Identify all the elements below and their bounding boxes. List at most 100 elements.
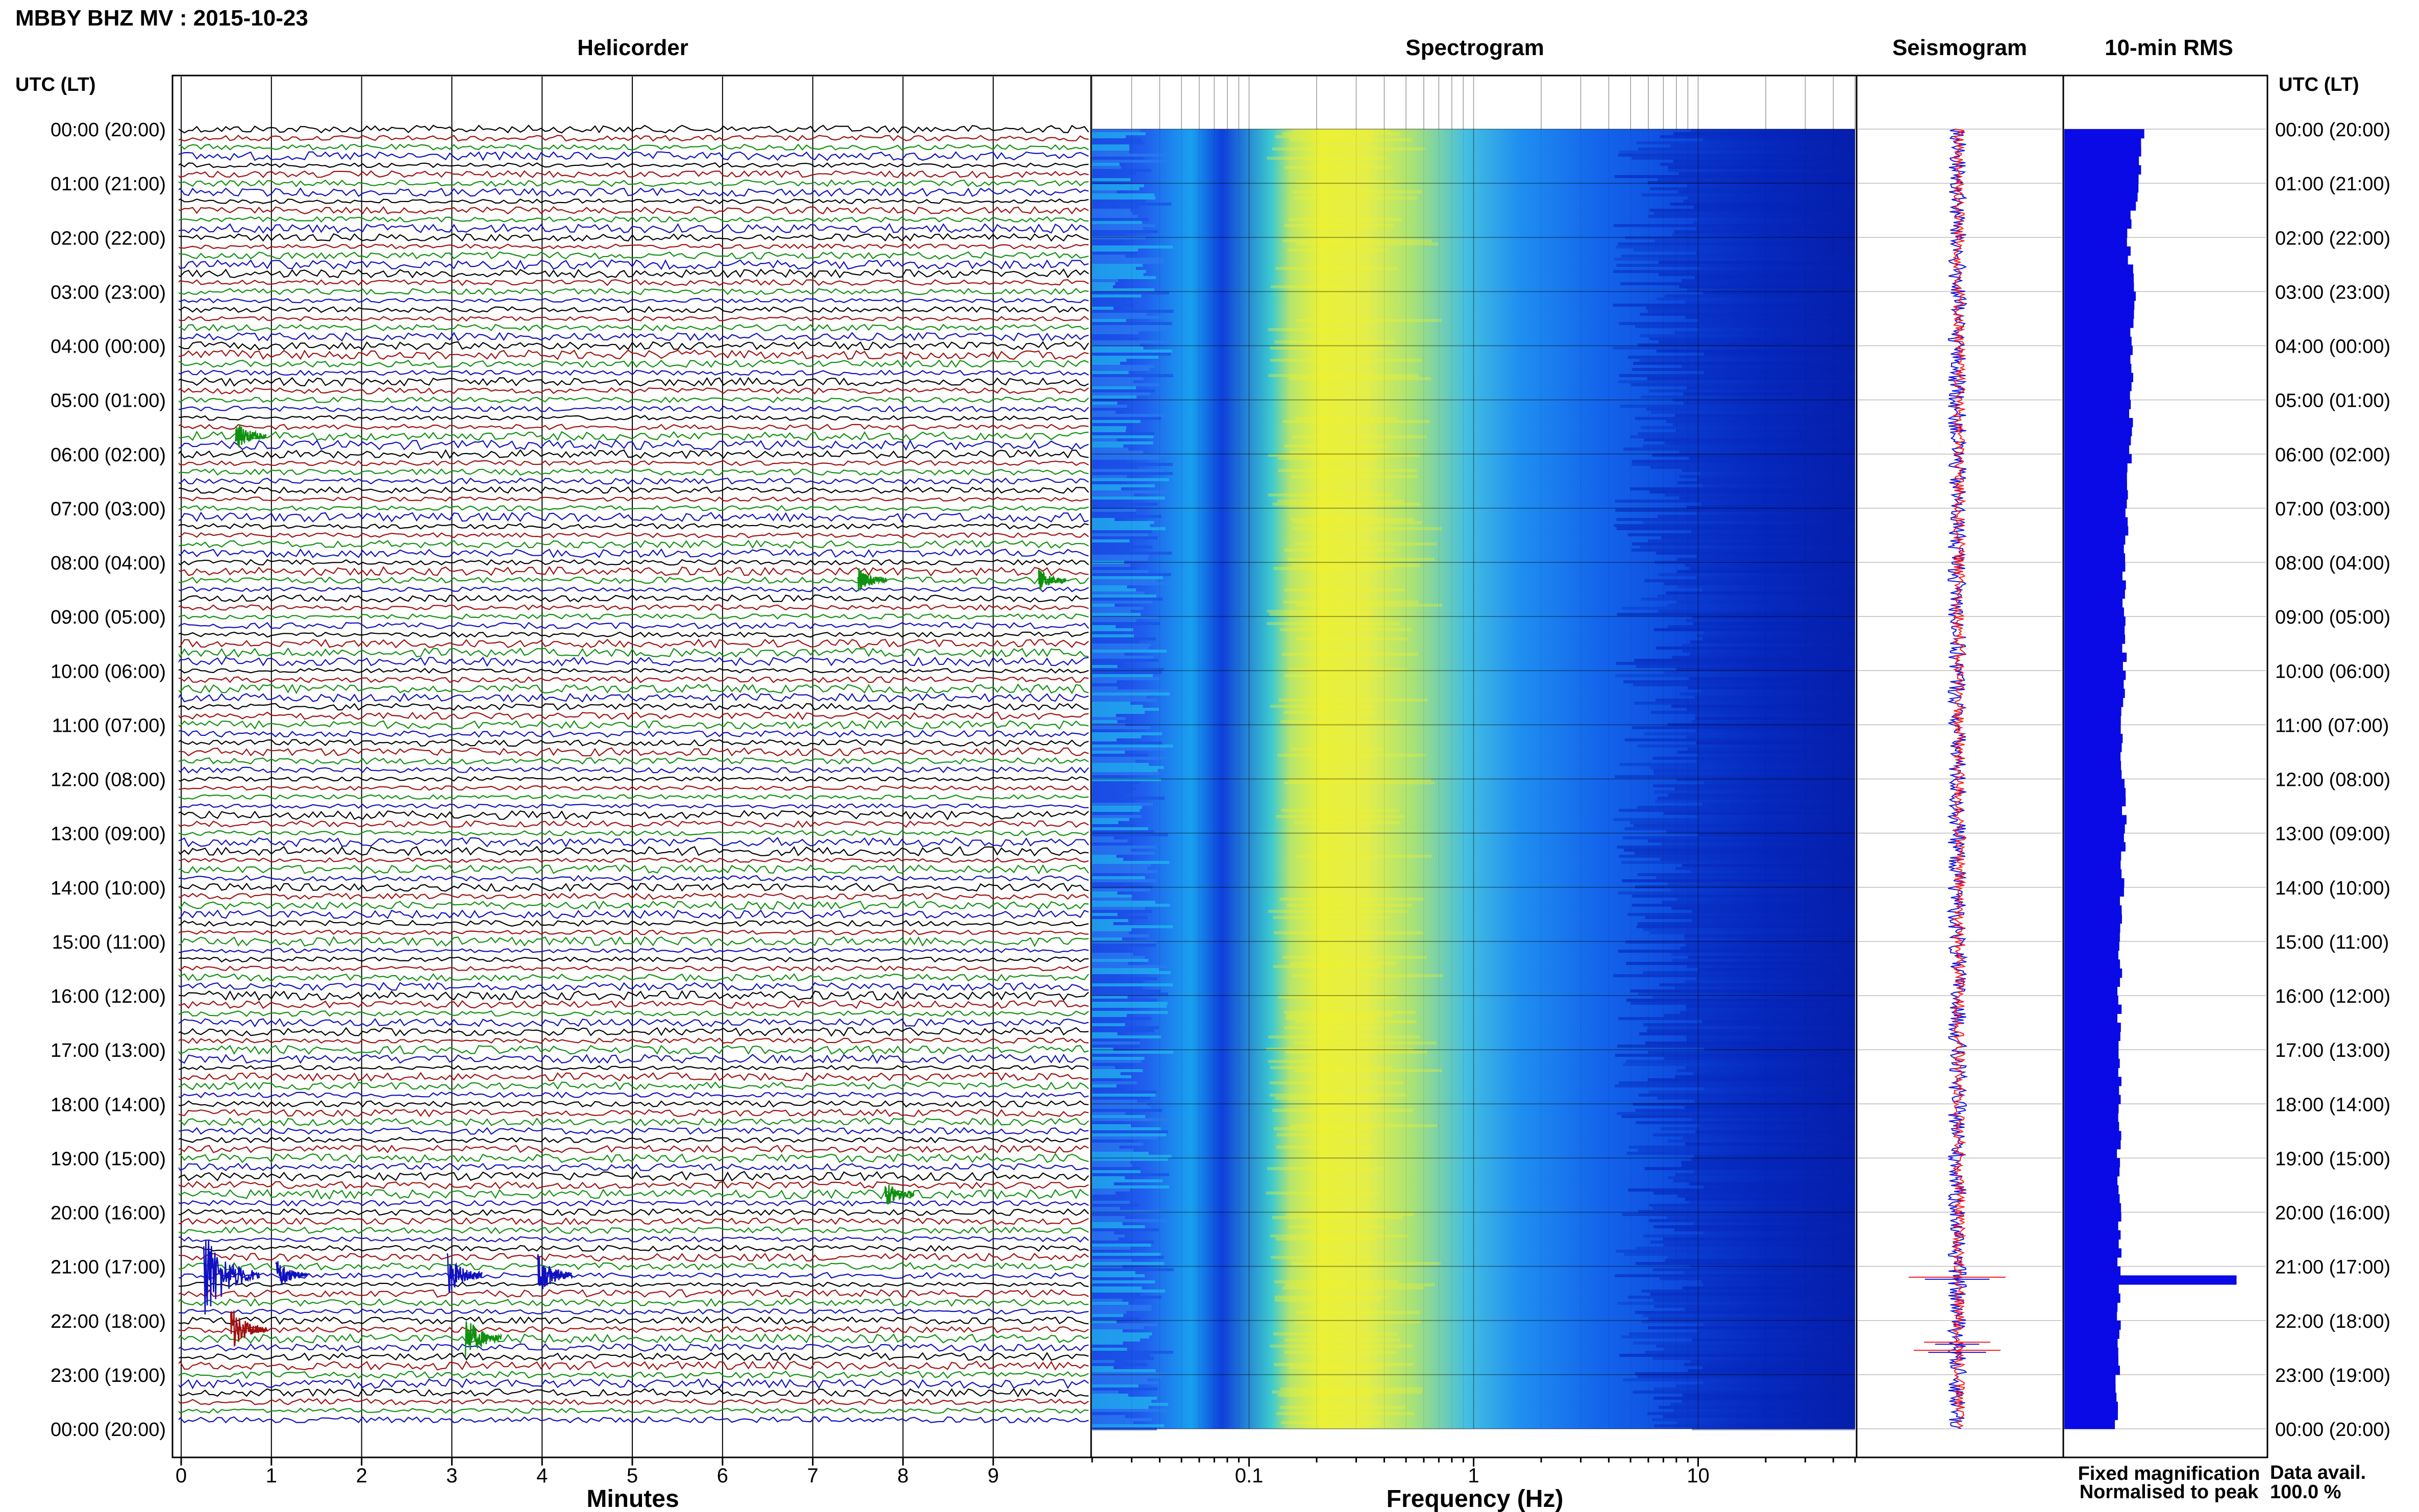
rms-bar (2064, 986, 2117, 996)
spectrogram-row-cell (1092, 362, 1120, 365)
spectrogram-row-cell (1092, 1305, 1152, 1308)
spectrogram-row-cell (1092, 1139, 1135, 1143)
spectrogram-row-cell (1270, 705, 1372, 708)
spectrogram-row-cell (1092, 1247, 1131, 1250)
spectrogram-row-cell (1092, 460, 1125, 463)
spectrogram-row-cell (1092, 1173, 1170, 1176)
helicorder-trace-line (179, 430, 1089, 441)
spectrogram-row-cell (1270, 1234, 1408, 1237)
spectrogram-row-cell (1092, 1268, 1174, 1271)
spectrogram-row-cell (1092, 613, 1141, 616)
spectrogram-row-cell (1628, 1296, 1855, 1299)
spectrogram-row-cell (1092, 490, 1169, 493)
spectrogram-row-cell (1092, 414, 1166, 417)
spectrogram-row-cell (1278, 457, 1378, 460)
helicorder-x-tick-label: 8 (897, 1465, 908, 1487)
spectrogram-row-cell (1092, 797, 1165, 800)
spectrogram-row-cell (1092, 138, 1142, 141)
helicorder-trace-line (179, 1010, 1089, 1018)
spectrogram-row-cell (1703, 1185, 1855, 1188)
spectrogram-row-cell (1694, 276, 1855, 279)
spectrogram-row-cell (1092, 1032, 1118, 1035)
spectrogram-row-cell (1092, 1241, 1154, 1244)
spectrogram-row-cell (1092, 916, 1148, 919)
spectrogram-row-cell (1092, 144, 1129, 147)
spectrogram-row-cell (1092, 521, 1154, 524)
spectrogram-row-cell (1652, 1207, 1855, 1210)
spectrogram-row-cell (1278, 699, 1428, 702)
spectrogram-row-cell (1092, 787, 1137, 790)
spectrogram-row-cell (1633, 1391, 1855, 1394)
y-tick-label-left: 16:00 (12:00) (51, 986, 166, 1007)
spectrogram-row-cell (1690, 1360, 1855, 1363)
spectrogram-row-cell (1092, 714, 1116, 717)
spectrogram-row-cell (1092, 653, 1125, 656)
rms-bar (2064, 301, 2135, 310)
spectrogram-row-cell (1619, 1354, 1855, 1357)
spectrogram-row-cell (1622, 1378, 1855, 1381)
rms-bar (2064, 1257, 2118, 1267)
spectrogram-row-cell (1640, 334, 1855, 337)
spectrogram-row-cell (1275, 1237, 1376, 1241)
rms-bar (2064, 237, 2127, 247)
spectrogram-row-cell (1092, 261, 1164, 264)
spectrogram-row-cell (1092, 1339, 1140, 1342)
spectrogram-row-cell (1092, 172, 1137, 175)
helicorder-trace-line (179, 511, 1089, 523)
helicorder-traces (179, 125, 1089, 1424)
spectrogram-row-cell (1296, 181, 1395, 184)
spectrogram-row-cell (1700, 267, 1855, 270)
y-tick-label-right: 09:00 (05:00) (2275, 607, 2390, 628)
spectrogram-row-cell (1683, 392, 1855, 395)
spectrogram-row-cell (1661, 536, 1855, 539)
rms-bar (2064, 1347, 2118, 1357)
spectrogram-row-cell (1636, 925, 1855, 928)
rms-bar (2064, 427, 2132, 436)
y-tick-label-left: 04:00 (00:00) (51, 336, 166, 358)
spectrogram-row-cell (1653, 1192, 1855, 1195)
helicorder-trace-line (179, 956, 1089, 963)
spectrogram-row-cell (1637, 745, 1855, 748)
spectrogram-row-cell (1092, 689, 1173, 692)
spectrogram-row-cell (1092, 457, 1162, 460)
spectrogram-row-cell (1704, 631, 1855, 634)
spectrogram-row-cell (1654, 1424, 1855, 1427)
spectrogram-row-cell (1092, 1280, 1155, 1283)
helicorder-trace-line (179, 341, 1089, 351)
spectrogram-row-cell (1688, 196, 1855, 200)
helicorder-trace-line (179, 990, 1089, 1001)
spectrogram-row-cell (1092, 760, 1136, 763)
spectrogram-row-cell (1685, 564, 1855, 567)
rms-bar (2064, 1095, 2121, 1104)
rms-bar (2064, 454, 2132, 464)
spectrogram-row-cell (1627, 913, 1855, 916)
helicorder-trace-line (179, 162, 1089, 168)
spectrogram-row-cell (1092, 650, 1167, 653)
spectrogram-row-cell (1636, 1247, 1855, 1250)
spectrogram-row-cell (1092, 1323, 1158, 1326)
spectrogram-row-cell (1092, 405, 1127, 408)
spectrogram-row-cell (1092, 181, 1123, 184)
rms-bar (2064, 1158, 2120, 1168)
helicorder-trace-line (179, 794, 1089, 800)
spectrogram-row-cell (1092, 1253, 1161, 1256)
spectrogram-row-cell (1092, 751, 1125, 754)
spectrogram-row-cell (1704, 1048, 1855, 1051)
rms-bar (2064, 707, 2121, 716)
spectrogram-row-cell (1092, 1326, 1144, 1329)
spectrogram-row-cell (1092, 876, 1145, 879)
spectrogram-row-cell (1092, 573, 1171, 576)
spectrogram-row-cell (1283, 711, 1377, 714)
spectrogram-row-cell (1269, 1094, 1407, 1097)
spectrogram-row-cell (1092, 800, 1136, 803)
helicorder-trace-line (179, 1171, 1089, 1181)
spectrogram-row-cell (1653, 769, 1855, 772)
spectrogram-row-cell (1092, 711, 1145, 714)
spectrogram-row-cell (1619, 763, 1855, 766)
spectrogram-row-cell (1614, 258, 1855, 261)
helicorder-trace-line (179, 1027, 1089, 1037)
spectrogram-row-cell (1695, 714, 1855, 717)
spectrogram-row-cell (1092, 365, 1155, 368)
spectrogram-row-cell (1284, 224, 1395, 227)
helicorder-x-tick-label: 0 (176, 1465, 187, 1487)
